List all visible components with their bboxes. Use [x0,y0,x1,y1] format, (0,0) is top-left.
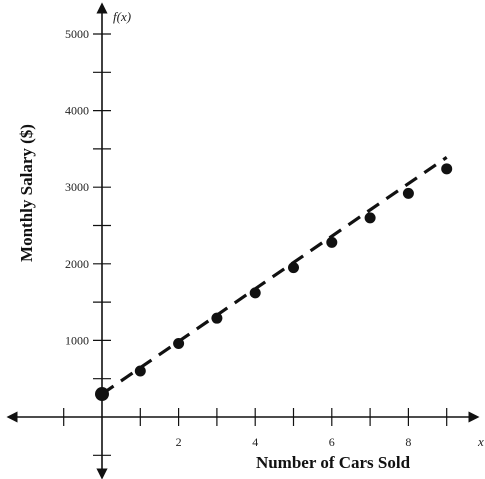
y-tick-label: 1000 [65,333,89,347]
data-points [95,163,453,402]
y-tick-label: 2000 [65,257,89,271]
data-point [95,387,109,402]
x-axis-name: x [477,434,484,449]
y-tick-label: 5000 [65,27,89,41]
x-tick-label: 4 [252,435,258,449]
data-point [211,312,223,324]
x-tick-label: 6 [329,435,335,449]
x-ticks: 2 4 6 8 [63,408,448,449]
y-axis-name: f(x) [113,9,131,24]
data-point [249,287,261,299]
x-tick-label: 2 [176,435,182,449]
y-axis-title: Monthly Salary ($) [17,124,36,262]
trend-line [101,156,448,396]
data-point [288,262,299,274]
data-point [326,236,338,248]
y-tick-label: 3000 [65,180,89,194]
data-point [134,365,146,377]
data-point [364,212,376,224]
data-point [441,163,453,175]
x-axis-title: Number of Cars Sold [256,453,411,472]
x-tick-label: 8 [405,435,411,449]
y-ticks: 1000 2000 3000 4000 5000 [65,27,111,456]
data-point [173,337,185,349]
y-tick-label: 4000 [65,104,89,118]
data-point [402,187,414,199]
